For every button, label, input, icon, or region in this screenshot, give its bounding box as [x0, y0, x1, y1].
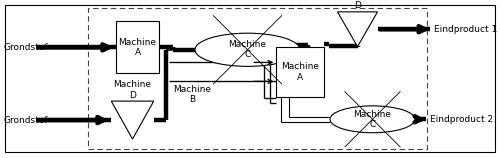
Text: Machine
C: Machine C [228, 40, 266, 59]
Circle shape [195, 33, 300, 66]
Text: Machine
B: Machine B [174, 85, 212, 104]
Text: Grondstof: Grondstof [4, 43, 48, 52]
Bar [88, 8, 427, 149]
Bar [276, 47, 324, 97]
Text: Grondstof: Grondstof [4, 116, 48, 125]
Text: Machine
A: Machine A [281, 62, 319, 82]
Circle shape [330, 106, 415, 133]
Text: Machine
C: Machine C [354, 110, 392, 129]
Polygon shape [338, 12, 378, 47]
Text: Machine
D: Machine D [114, 80, 152, 100]
Text: Eindproduct 2: Eindproduct 2 [430, 115, 493, 124]
Text: Machine
D: Machine D [338, 0, 376, 10]
Bar [116, 21, 159, 73]
Text: Machine
A: Machine A [118, 38, 156, 57]
Text: Eindproduct 1: Eindproduct 1 [434, 25, 497, 34]
Polygon shape [111, 101, 154, 139]
